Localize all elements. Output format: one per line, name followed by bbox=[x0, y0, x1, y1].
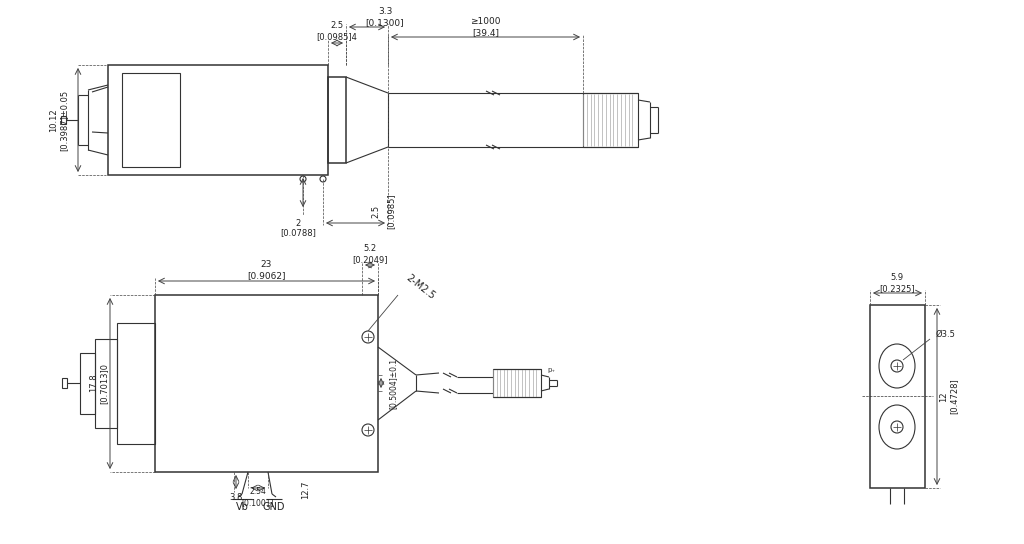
Text: 5.2
[0.2049]: 5.2 [0.2049] bbox=[352, 244, 388, 264]
Bar bbox=[61, 116, 66, 124]
Text: 3.8: 3.8 bbox=[229, 493, 243, 503]
Text: ≥1000
[39.4]: ≥1000 [39.4] bbox=[470, 17, 501, 36]
Text: 17.8
[0.7013]0: 17.8 [0.7013]0 bbox=[89, 362, 109, 404]
Bar bbox=[870, 305, 925, 488]
Bar bbox=[62, 378, 67, 388]
Text: 2.5: 2.5 bbox=[371, 205, 380, 218]
Text: Ø3.5: Ø3.5 bbox=[936, 330, 955, 338]
Text: p₊: p₊ bbox=[547, 367, 555, 373]
Text: 12
[0.4728]: 12 [0.4728] bbox=[939, 379, 958, 415]
Text: 2: 2 bbox=[295, 219, 301, 227]
Text: 10.12
[0.3987]±0.05: 10.12 [0.3987]±0.05 bbox=[49, 89, 69, 151]
Bar bbox=[493, 369, 541, 397]
Bar bbox=[155, 295, 378, 472]
Text: GND: GND bbox=[263, 502, 286, 512]
Bar bbox=[117, 323, 155, 444]
Bar bbox=[95, 339, 117, 428]
Text: 2.54
[0.1001]: 2.54 [0.1001] bbox=[242, 487, 274, 506]
Text: [0.0788]: [0.0788] bbox=[280, 228, 316, 238]
Bar bbox=[108, 65, 328, 175]
Text: 12.7: 12.7 bbox=[301, 481, 310, 499]
Text: Vb: Vb bbox=[236, 502, 249, 512]
Bar bbox=[583, 93, 638, 147]
Bar bbox=[328, 77, 346, 163]
Text: 2-M2.5: 2-M2.5 bbox=[403, 273, 436, 301]
Text: 5.9
[0.2325]: 5.9 [0.2325] bbox=[880, 273, 914, 293]
Bar bbox=[80, 353, 95, 414]
Text: [0.0985]: [0.0985] bbox=[386, 193, 395, 229]
Text: 23
[0.9062]: 23 [0.9062] bbox=[247, 260, 286, 280]
Bar bbox=[122, 73, 180, 167]
Text: [0.5004]±0.1: [0.5004]±0.1 bbox=[388, 357, 397, 409]
Text: 3.3
[0.1300]: 3.3 [0.1300] bbox=[366, 7, 404, 27]
Text: 2.5
[0.0985]4: 2.5 [0.0985]4 bbox=[316, 21, 357, 41]
